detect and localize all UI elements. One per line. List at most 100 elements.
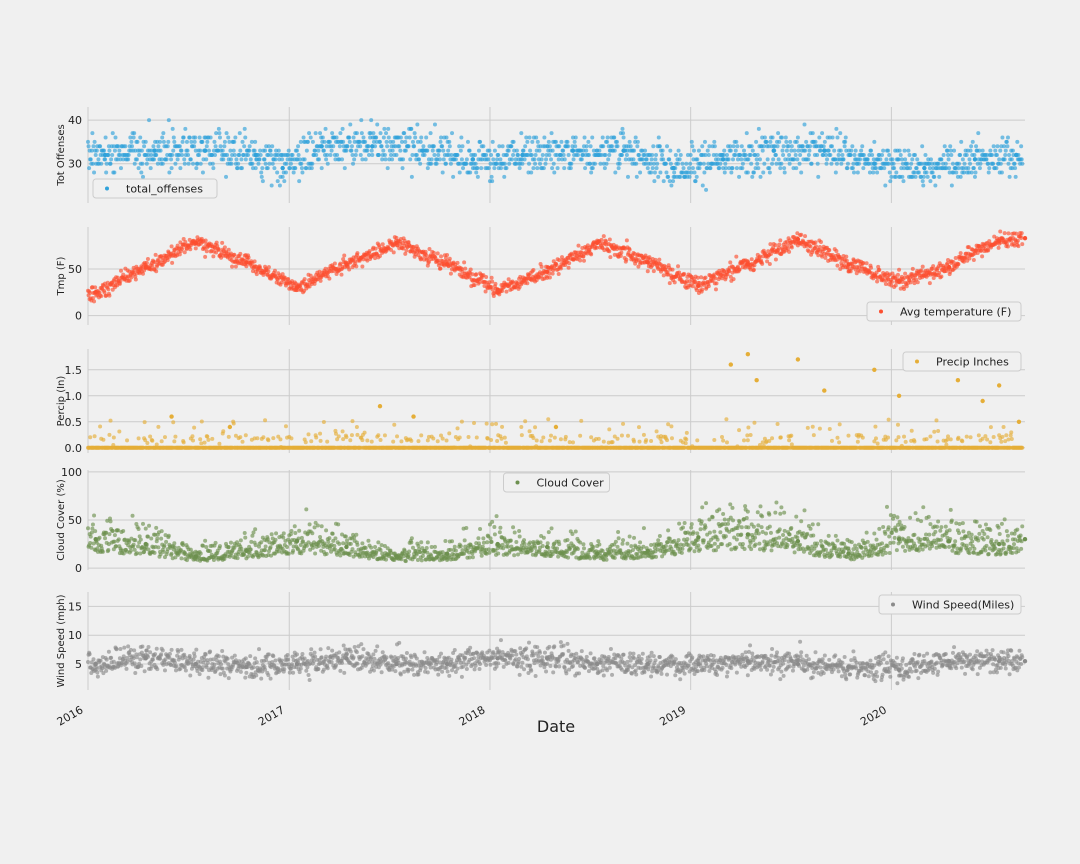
data-point: [745, 170, 750, 175]
data-point: [217, 441, 222, 446]
data-point: [808, 244, 813, 249]
data-point: [835, 263, 840, 268]
data-point: [561, 148, 566, 153]
data-point: [267, 161, 272, 166]
data-point: [535, 139, 540, 144]
data-point: [905, 161, 910, 166]
data-point: [457, 144, 462, 149]
data-point: [633, 135, 638, 140]
data-point: [867, 170, 872, 175]
data-point: [783, 157, 788, 162]
data-point: [531, 268, 536, 273]
data-point: [486, 166, 491, 171]
data-point: [224, 174, 229, 179]
data-point: [531, 435, 536, 440]
data-point: [956, 262, 961, 267]
data-point: [474, 170, 479, 175]
data-point: [571, 157, 576, 162]
data-point: [181, 135, 186, 140]
data-point: [787, 161, 792, 166]
data-point: [347, 139, 352, 144]
data-point: [660, 153, 665, 157]
data-point: [913, 153, 918, 157]
data-point: [349, 433, 354, 438]
data-point: [672, 170, 677, 175]
data-point: [738, 153, 743, 157]
data-point: [170, 126, 175, 131]
data-point: [534, 148, 539, 153]
data-point: [340, 429, 345, 434]
data-point: [910, 266, 915, 271]
data-point: [86, 144, 91, 149]
data-point: [526, 170, 531, 175]
data-point: [475, 166, 480, 171]
data-point: [910, 157, 915, 162]
data-point: [1007, 153, 1012, 157]
data-point: [756, 166, 761, 171]
data-point: [294, 285, 300, 290]
data-point: [550, 271, 555, 276]
data-point: [529, 170, 534, 175]
data-point: [238, 251, 243, 256]
data-point: [187, 135, 192, 140]
data-point: [455, 260, 460, 265]
data-point: [224, 131, 229, 136]
data-point: [778, 238, 783, 243]
data-point: [933, 183, 938, 188]
series-points: [86, 118, 1025, 192]
data-point: [607, 153, 612, 157]
data-point: [687, 174, 692, 179]
data-point: [830, 135, 835, 140]
data-point: [602, 166, 607, 171]
data-point: [746, 425, 751, 430]
data-point: [727, 166, 732, 171]
data-point: [641, 432, 646, 437]
y-tick-label: 40: [68, 114, 82, 127]
data-point: [226, 135, 231, 140]
data-point: [232, 153, 237, 157]
data-point: [365, 438, 370, 443]
data-point: [722, 148, 727, 153]
data-point: [208, 161, 213, 166]
data-point: [439, 254, 444, 259]
data-point: [634, 161, 639, 166]
data-point: [1016, 244, 1021, 249]
data-point: [165, 153, 170, 157]
data-point: [906, 148, 911, 153]
data-point: [302, 277, 307, 282]
data-point: [978, 161, 983, 166]
data-point: [631, 157, 636, 162]
data-point: [370, 153, 375, 157]
data-point: [559, 139, 564, 144]
data-point: [428, 131, 433, 136]
data-point: [103, 135, 108, 140]
data-point: [586, 153, 591, 157]
data-point: [816, 174, 821, 179]
data-point: [695, 438, 700, 443]
data-point: [1019, 157, 1024, 162]
data-point: [441, 157, 446, 162]
data-point: [923, 153, 928, 157]
data-point: [202, 440, 207, 445]
data-point: [126, 157, 131, 162]
data-point: [331, 144, 336, 149]
data-point: [400, 166, 405, 171]
data-point: [324, 157, 329, 162]
data-point: [266, 438, 271, 443]
data-point: [820, 131, 825, 136]
data-point: [112, 148, 117, 153]
data-point: [169, 166, 174, 171]
data-point: [550, 166, 555, 171]
data-point: [960, 157, 965, 162]
data-point: [750, 174, 755, 179]
data-point: [509, 144, 514, 149]
data-point: [568, 166, 573, 171]
data-point: [437, 157, 442, 162]
data-point: [871, 157, 876, 162]
data-point: [384, 139, 389, 144]
data-point: [995, 144, 1000, 149]
data-point: [412, 131, 417, 136]
data-point: [135, 139, 140, 144]
data-point: [886, 161, 891, 166]
